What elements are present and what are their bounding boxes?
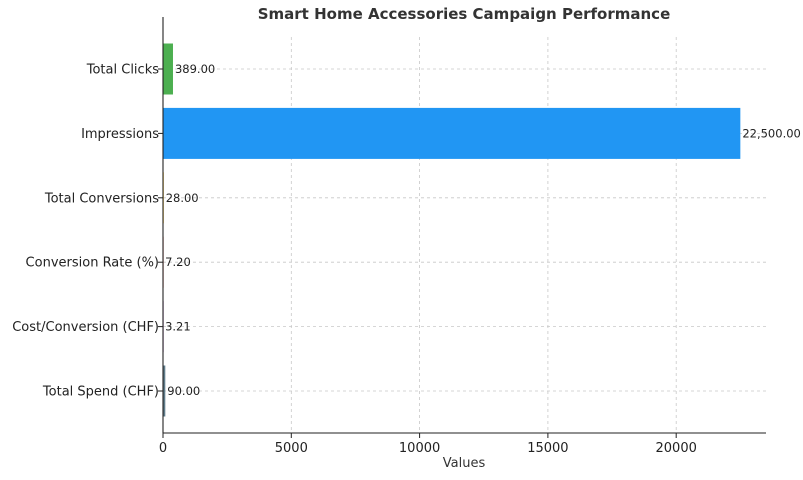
bar bbox=[163, 43, 173, 95]
x-tick-label: 15000 bbox=[527, 441, 568, 456]
axes bbox=[162, 17, 766, 434]
data-label: 90.00 bbox=[167, 384, 200, 398]
gridlines bbox=[162, 37, 766, 433]
y-tick-label: Total Clicks bbox=[86, 63, 159, 78]
x-tick-label: 10000 bbox=[399, 441, 440, 456]
y-tick-label: Impressions bbox=[81, 127, 159, 142]
y-axis-ticks: Total Clicks Impressions Total Conversions… bbox=[12, 63, 163, 400]
data-label: 389.00 bbox=[175, 62, 215, 76]
bar bbox=[163, 107, 741, 159]
data-label: 3.21 bbox=[165, 320, 191, 334]
y-tick-label: Total Conversions bbox=[44, 191, 159, 206]
x-axis-label: Values bbox=[443, 456, 486, 471]
x-tick-label: 0 bbox=[159, 441, 167, 456]
x-tick-label: 5000 bbox=[275, 441, 308, 456]
y-tick-label: Total Spend (CHF) bbox=[42, 385, 159, 400]
y-tick-label: Cost/Conversion (CHF) bbox=[12, 320, 159, 335]
bar bbox=[163, 365, 166, 417]
x-tick-label: 20000 bbox=[656, 441, 697, 456]
data-label: 28.00 bbox=[166, 191, 199, 205]
x-axis-ticks: 0 5000 10000 15000 20000 bbox=[159, 433, 697, 456]
data-label: 7.20 bbox=[165, 255, 191, 269]
bars bbox=[163, 43, 741, 417]
data-label: 22,500.00 bbox=[742, 126, 801, 140]
chart-title: Smart Home Accessories Campaign Performa… bbox=[258, 5, 671, 23]
y-tick-label: Conversion Rate (%) bbox=[26, 256, 159, 271]
data-labels: 389.00 22,500.00 28.00 7.20 3.21 90.00 bbox=[165, 62, 801, 398]
